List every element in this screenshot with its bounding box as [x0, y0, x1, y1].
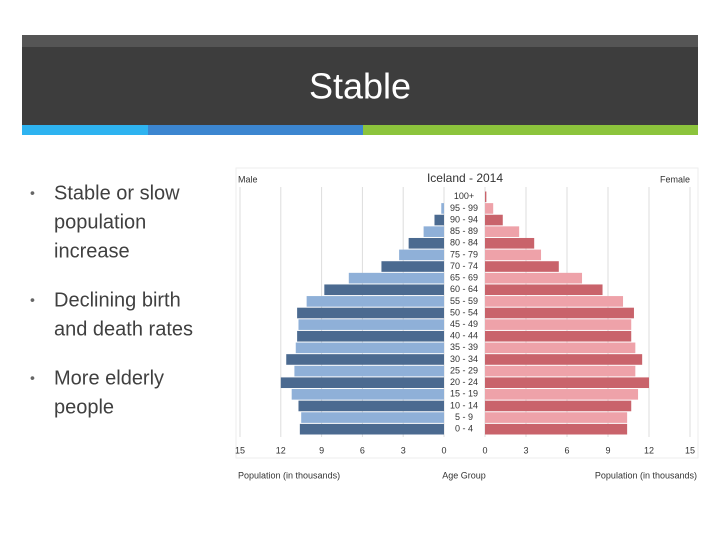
bullet-text: population: [54, 211, 146, 233]
bullet-text: people: [54, 396, 114, 418]
bar: [485, 214, 503, 226]
bullet-dot: •: [30, 370, 35, 386]
age-label: 70 - 74: [450, 261, 478, 271]
x-tick-label: 3: [523, 445, 528, 455]
age-label: 30 - 34: [450, 354, 478, 364]
bar: [381, 261, 444, 272]
header: [22, 47, 698, 125]
bullet-text: Stable or slow: [54, 182, 180, 204]
x-tick-label: 12: [644, 445, 654, 455]
bar: [485, 319, 632, 330]
bar: [280, 377, 444, 389]
stripe: [148, 125, 363, 135]
bar: [485, 284, 603, 296]
bar: [485, 249, 542, 261]
bullet-dot: •: [30, 185, 35, 201]
bar: [295, 342, 444, 354]
bar: [485, 365, 636, 377]
x-tick-label: 0: [441, 445, 446, 455]
bar: [485, 330, 632, 342]
x-axis-label: Population (in thousands): [238, 470, 340, 480]
bar: [485, 307, 634, 319]
bar: [485, 191, 487, 203]
legend-entry: Male: [238, 174, 258, 184]
bar: [434, 214, 444, 226]
x-tick-label: 6: [564, 445, 569, 455]
bar: [485, 377, 649, 389]
x-tick-label: 15: [685, 445, 695, 455]
age-label: 95 - 99: [450, 203, 478, 213]
bar: [485, 261, 559, 272]
bar: [485, 272, 583, 284]
bar: [485, 226, 520, 237]
age-label: 20 - 24: [450, 377, 478, 387]
x-tick-label: 0: [482, 445, 487, 455]
bar: [485, 389, 639, 400]
age-label: 40 - 44: [450, 331, 478, 341]
bar: [301, 412, 444, 423]
age-label: 80 - 84: [450, 238, 478, 248]
age-label: 90 - 94: [450, 214, 478, 224]
slide-title: Stable: [309, 66, 411, 107]
age-label: 25 - 29: [450, 365, 478, 375]
x-tick-label: 15: [235, 445, 245, 455]
x-tick-label: 9: [605, 445, 610, 455]
age-label: 75 - 79: [450, 249, 478, 259]
header-top: [22, 35, 698, 47]
age-label: 5 - 9: [455, 412, 473, 422]
bar: [485, 342, 636, 354]
bar: [286, 354, 444, 365]
bullet-text: Declining birth: [54, 289, 181, 311]
bar: [324, 284, 444, 296]
bar: [485, 423, 628, 435]
x-tick-label: 9: [319, 445, 324, 455]
age-label: 85 - 89: [450, 226, 478, 236]
bar: [408, 237, 444, 249]
bar: [485, 354, 643, 365]
bar: [306, 296, 444, 307]
age-label: 0 - 4: [455, 424, 473, 434]
x-axis-label: Population (in thousands): [595, 470, 697, 480]
bullet-text: increase: [54, 240, 130, 262]
bar: [423, 226, 444, 237]
bullet-dot: •: [30, 292, 35, 308]
chart-title: Iceland - 2014: [427, 171, 503, 185]
bar: [294, 365, 444, 377]
bar: [399, 249, 444, 261]
bullet-text: and death rates: [54, 318, 193, 340]
bar: [441, 203, 444, 214]
bar: [485, 296, 624, 307]
bar: [485, 412, 628, 423]
bullet-text: More elderly: [54, 367, 164, 389]
x-tick-label: 6: [360, 445, 365, 455]
age-label: 45 - 49: [450, 319, 478, 329]
bar: [299, 423, 444, 435]
age-label: 65 - 69: [450, 273, 478, 283]
x-tick-label: 12: [276, 445, 286, 455]
bar: [298, 400, 444, 412]
bar: [485, 400, 632, 412]
bar: [348, 272, 444, 284]
bar: [297, 307, 444, 319]
bar: [297, 330, 444, 342]
age-label: 60 - 64: [450, 284, 478, 294]
bar: [485, 237, 535, 249]
stripe: [22, 125, 148, 135]
age-label: 50 - 54: [450, 307, 478, 317]
age-label: 10 - 14: [450, 400, 478, 410]
age-label: 15 - 19: [450, 389, 478, 399]
age-label: 35 - 39: [450, 342, 478, 352]
stripe: [363, 125, 698, 135]
x-axis-label: Age Group: [442, 470, 486, 480]
bar: [485, 203, 494, 214]
bar: [298, 319, 444, 330]
age-label: 100+: [454, 191, 474, 201]
x-tick-label: 3: [401, 445, 406, 455]
bar: [291, 389, 444, 400]
age-label: 55 - 59: [450, 296, 478, 306]
legend-entry: Female: [660, 174, 690, 184]
